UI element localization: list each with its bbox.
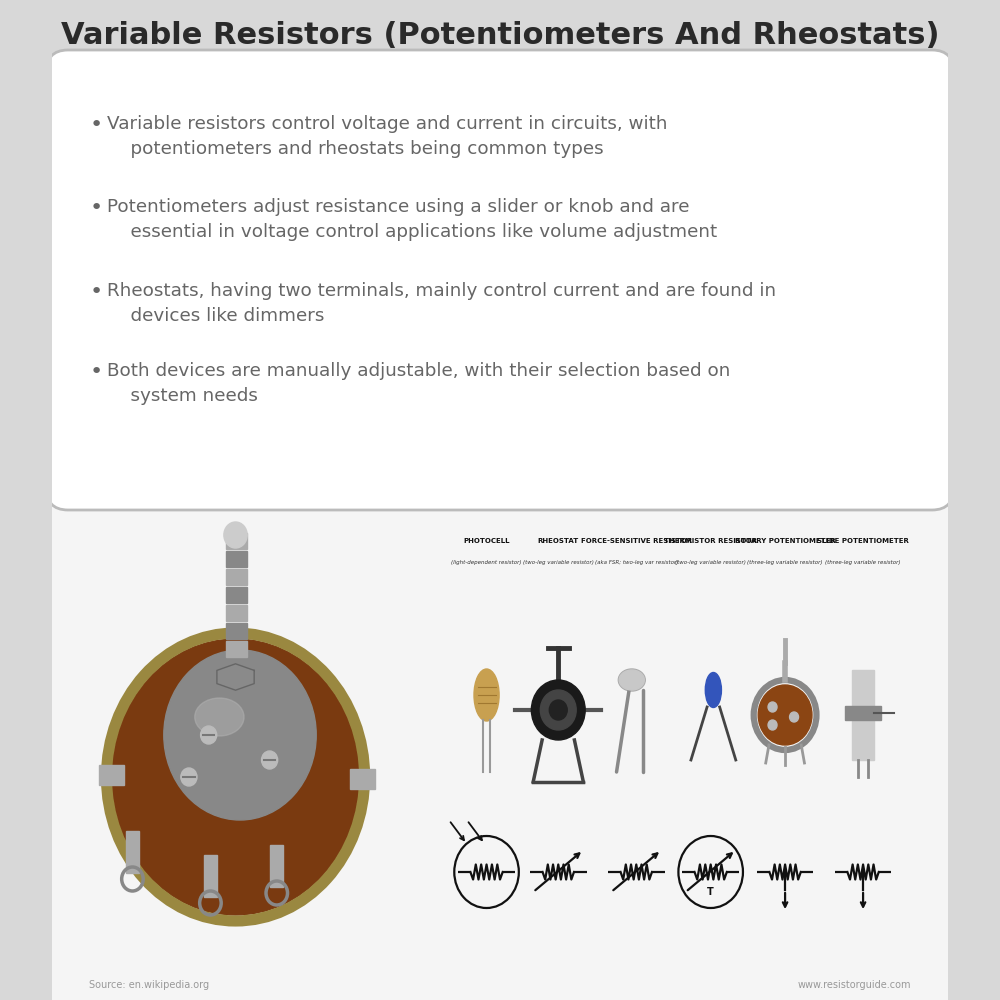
Text: SLIDE POTENTIOMETER: SLIDE POTENTIOMETER	[817, 538, 909, 544]
Ellipse shape	[618, 669, 645, 691]
Text: RHEOSTAT: RHEOSTAT	[538, 538, 579, 544]
Text: (three-leg variable resistor): (three-leg variable resistor)	[747, 560, 823, 565]
Ellipse shape	[474, 669, 499, 721]
Circle shape	[201, 726, 217, 744]
Text: •: •	[89, 198, 103, 218]
FancyBboxPatch shape	[45, 50, 955, 510]
Text: •: •	[89, 115, 103, 135]
Bar	[270, 845, 283, 887]
Text: PHOTOCELL: PHOTOCELL	[463, 538, 510, 544]
Text: Source: en.wikipedia.org: Source: en.wikipedia.org	[89, 980, 210, 990]
Ellipse shape	[705, 672, 721, 708]
Ellipse shape	[619, 670, 644, 690]
Polygon shape	[217, 664, 254, 690]
Text: Variable Resistors (Potentiometers And Rheostats): Variable Resistors (Potentiometers And R…	[61, 20, 939, 49]
Text: ROTARY POTENTIOMETER: ROTARY POTENTIOMETER	[735, 538, 835, 544]
Bar	[204, 855, 217, 897]
Text: FORCE-SENSITIVE RESISTOR: FORCE-SENSITIVE RESISTOR	[581, 538, 692, 544]
Circle shape	[112, 639, 359, 915]
Text: Potentiometers adjust resistance using a slider or knob and are
    essential in: Potentiometers adjust resistance using a…	[107, 198, 718, 241]
Bar	[226, 569, 247, 585]
Text: •: •	[89, 282, 103, 302]
Circle shape	[224, 522, 247, 548]
Circle shape	[790, 712, 799, 722]
Bar	[226, 623, 247, 639]
Bar	[226, 533, 247, 549]
Ellipse shape	[195, 698, 244, 736]
Text: Variable resistors control voltage and current in circuits, with
    potentiomet: Variable resistors control voltage and c…	[107, 115, 668, 158]
Circle shape	[531, 680, 585, 740]
Text: (aka FSR; two-leg var resistor): (aka FSR; two-leg var resistor)	[595, 560, 678, 565]
Text: THERMISTOR RESISTOR: THERMISTOR RESISTOR	[664, 538, 757, 544]
Bar	[126, 831, 139, 873]
Circle shape	[768, 720, 777, 730]
Text: •: •	[89, 362, 103, 382]
Circle shape	[758, 685, 812, 745]
Bar	[226, 587, 247, 603]
Bar	[99, 765, 124, 785]
Bar	[52, 495, 948, 1000]
Bar	[226, 641, 247, 657]
Text: (three-leg variable resistor): (three-leg variable resistor)	[825, 560, 901, 565]
Bar	[350, 769, 375, 789]
Circle shape	[181, 768, 197, 786]
Text: www.resistorguide.com: www.resistorguide.com	[797, 980, 911, 990]
Text: (two-leg variable resistor): (two-leg variable resistor)	[523, 560, 594, 565]
Circle shape	[262, 751, 278, 769]
Text: (two-leg variable resistor): (two-leg variable resistor)	[675, 560, 746, 565]
Bar	[845, 706, 881, 720]
Bar	[852, 670, 874, 760]
Circle shape	[164, 650, 316, 820]
Text: (light-dependent resistor): (light-dependent resistor)	[451, 560, 522, 565]
Bar	[226, 605, 247, 621]
Bar	[226, 551, 247, 567]
Text: Rheostats, having two terminals, mainly control current and are found in
    dev: Rheostats, having two terminals, mainly …	[107, 282, 776, 325]
Text: Both devices are manually adjustable, with their selection based on
    system n: Both devices are manually adjustable, wi…	[107, 362, 731, 405]
Circle shape	[549, 700, 567, 720]
Text: T: T	[707, 887, 714, 897]
Circle shape	[768, 702, 777, 712]
Circle shape	[540, 690, 576, 730]
